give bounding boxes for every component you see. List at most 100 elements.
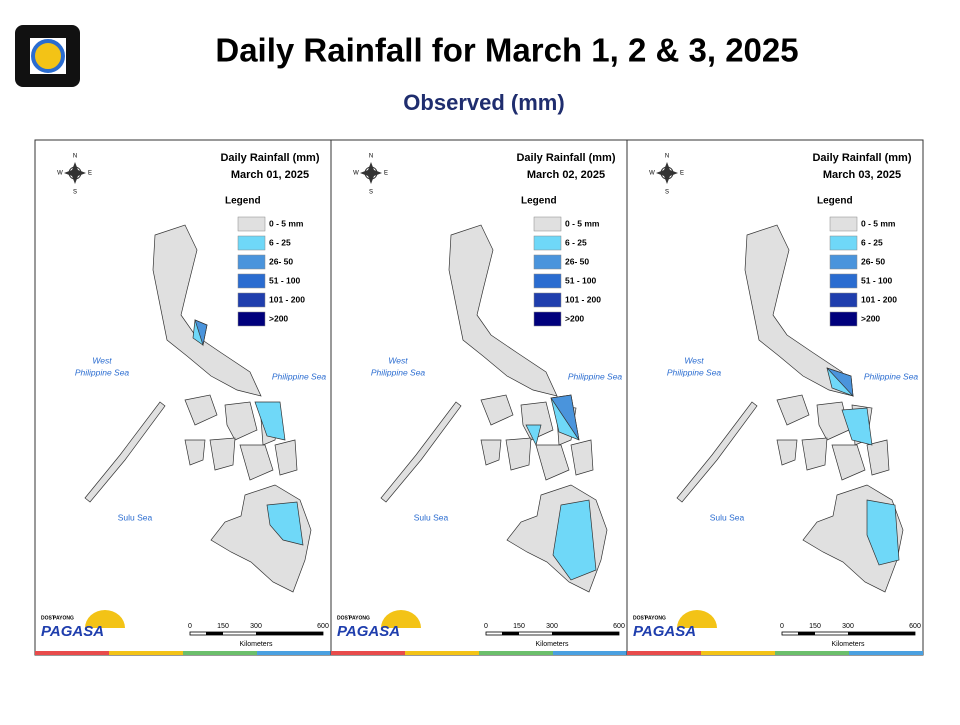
footer-stripe <box>35 651 109 655</box>
map-panel: Daily Rainfall (mm) March 01, 2025 Legend 0… <box>34 139 332 656</box>
sea-label: West <box>92 355 112 365</box>
rain-area <box>552 499 597 581</box>
scale-unit: Kilometers <box>535 641 569 648</box>
island <box>480 439 502 466</box>
island <box>776 394 810 426</box>
footer-stripe <box>405 651 479 655</box>
sea-label: Philippine Sea <box>864 371 919 381</box>
legend-label: 51 - 100 <box>861 275 892 285</box>
compass-letter: E <box>680 171 684 177</box>
header-logo <box>15 25 80 87</box>
sea-label: Philippine Sea <box>667 367 722 377</box>
footer-stripe <box>331 651 405 655</box>
rain-area <box>525 424 542 447</box>
map-panel: Daily Rainfall (mm) March 02, 2025 Legend 0… <box>330 139 628 656</box>
rain-area <box>194 319 208 347</box>
logo-umbrella <box>85 610 125 628</box>
legend-swatch <box>829 254 858 270</box>
legend-label: 101 - 200 <box>269 294 305 304</box>
scale-tick-label: 600 <box>909 623 921 630</box>
island <box>209 437 236 471</box>
panel-date: March 03, 2025 <box>823 169 901 181</box>
legend-swatch <box>829 235 858 251</box>
legend-label: 6 - 25 <box>565 237 587 247</box>
logo-name: PAGASA <box>41 623 104 640</box>
legend-swatch <box>237 273 266 289</box>
map <box>380 224 608 593</box>
compass-ring <box>364 166 378 180</box>
compass-letter: E <box>88 171 92 177</box>
island <box>776 439 798 466</box>
scale-bar-fill <box>798 632 815 635</box>
panel-heading: Daily Rainfall (mm) <box>220 152 319 164</box>
map <box>84 224 312 593</box>
scale-bar-fill <box>552 632 619 635</box>
footer-stripe <box>257 651 331 655</box>
legend-swatch <box>237 216 266 232</box>
compass-letter: S <box>665 190 669 196</box>
compass: N E S W <box>353 154 388 196</box>
sea-label: Philippine Sea <box>568 371 623 381</box>
scale-tick-label: 300 <box>250 623 262 630</box>
sea-label: Sulu Sea <box>414 512 449 522</box>
scale-bar-fill <box>848 632 915 635</box>
legend-label: 6 - 25 <box>269 237 291 247</box>
map-panel: Daily Rainfall (mm) March 03, 2025 Legend 0… <box>626 139 924 656</box>
legend-swatch <box>237 254 266 270</box>
logo-tagline: PAYONG <box>645 615 666 621</box>
footer-stripe <box>627 651 701 655</box>
legend-swatch <box>829 216 858 232</box>
footer-stripe <box>701 651 775 655</box>
island <box>184 394 218 426</box>
footer-stripe <box>183 651 257 655</box>
scale-unit: Kilometers <box>239 641 273 648</box>
rain-area <box>254 401 286 441</box>
legend-swatch <box>829 311 858 327</box>
legend-swatch <box>533 235 562 251</box>
logo-agency: DOST <box>337 615 351 621</box>
scale-tick-label: 0 <box>188 623 192 630</box>
compass: N E S W <box>649 154 684 196</box>
compass-ring <box>660 166 674 180</box>
island <box>570 439 594 476</box>
compass-rose <box>64 162 86 184</box>
compass-letter: N <box>73 154 77 160</box>
legend-swatch <box>533 292 562 308</box>
scale-tick-label: 600 <box>317 623 329 630</box>
legend-label: 0 - 5 mm <box>565 218 600 228</box>
compass-letter: W <box>57 171 63 177</box>
island <box>224 401 258 441</box>
compass-letter: E <box>384 171 388 177</box>
legend-label: 51 - 100 <box>269 275 300 285</box>
rain-area <box>550 394 580 441</box>
island <box>676 401 758 503</box>
island <box>816 401 850 441</box>
logo-umbrella <box>677 610 717 628</box>
logo-agency: DOST <box>633 615 647 621</box>
scale-tick-label: 600 <box>613 623 625 630</box>
panel-date: March 02, 2025 <box>527 169 605 181</box>
rain-area <box>266 501 304 546</box>
island <box>801 437 828 471</box>
sea-label: West <box>388 355 408 365</box>
logo-name: PAGASA <box>337 623 400 640</box>
legend-label: 0 - 5 mm <box>269 218 304 228</box>
map <box>676 224 904 593</box>
title: Daily Rainfall for March 1, 2 & 3, 2025 <box>215 32 798 69</box>
panel-heading: Daily Rainfall (mm) <box>812 152 911 164</box>
scale-tick-label: 300 <box>546 623 558 630</box>
legend-title: Legend <box>225 196 261 207</box>
island <box>239 444 274 481</box>
compass-letter: W <box>353 171 359 177</box>
island <box>535 444 570 481</box>
legend-swatch <box>533 273 562 289</box>
footer-stripe <box>109 651 183 655</box>
compass-letter: N <box>665 154 669 160</box>
island <box>448 224 558 397</box>
legend-swatch <box>829 273 858 289</box>
scale-unit: Kilometers <box>831 641 865 648</box>
legend-title: Legend <box>817 196 853 207</box>
island <box>152 224 262 397</box>
